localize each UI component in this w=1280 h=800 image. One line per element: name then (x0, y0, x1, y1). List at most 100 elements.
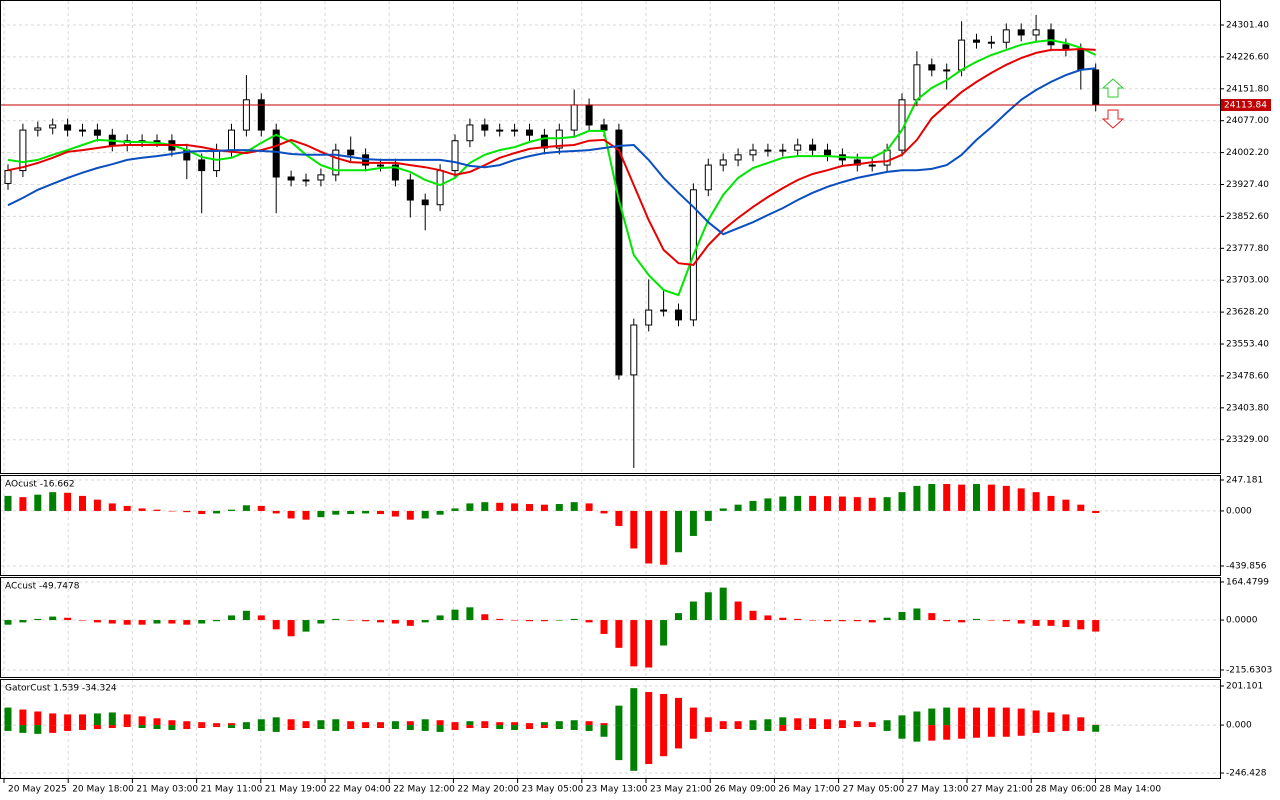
histogram-bar (779, 617, 787, 621)
histogram-bar (406, 725, 414, 730)
histogram-bar (198, 620, 206, 624)
histogram-bar (1047, 620, 1055, 626)
histogram-bar (630, 510, 638, 549)
histogram-bar (79, 725, 86, 730)
candle-body (272, 129, 280, 178)
histogram-bar (868, 497, 876, 511)
candle-body (496, 129, 504, 132)
histogram-bar (391, 620, 399, 624)
histogram-bar (883, 497, 891, 511)
histogram-bar (19, 709, 27, 726)
histogram-bar (704, 510, 712, 521)
histogram-bar (466, 725, 474, 729)
histogram-bar (987, 725, 995, 737)
histogram-bar (824, 725, 831, 729)
histogram-bar (496, 722, 504, 726)
histogram-bar (675, 697, 682, 726)
gator-panel-frame (0, 679, 1221, 779)
histogram-bar (332, 618, 340, 621)
histogram-bar (719, 725, 727, 729)
histogram-bar (511, 725, 519, 730)
y-tick-label: 201.101 (1226, 681, 1263, 691)
candle-body (1002, 29, 1010, 43)
histogram-bar (749, 720, 757, 726)
candle-body (466, 124, 474, 142)
histogram-bar (1077, 620, 1085, 630)
histogram-bar (838, 720, 846, 726)
time-label: 22 May 04:00 (329, 785, 391, 795)
histogram-bar (615, 510, 623, 526)
time-label: 21 May 03:00 (136, 785, 198, 795)
candle-body (79, 129, 86, 132)
histogram-bar (779, 725, 787, 731)
histogram-bar (377, 510, 384, 515)
histogram-bar (794, 725, 802, 730)
histogram-bar (302, 620, 310, 632)
histogram-bar (838, 620, 846, 622)
y-tick-label: 24002.20 (1226, 148, 1269, 158)
histogram-bar (928, 725, 936, 741)
histogram-bar (958, 484, 966, 511)
histogram-bar (168, 720, 176, 726)
histogram-bar (764, 725, 772, 731)
candle-body (332, 149, 340, 176)
histogram-bar (391, 510, 399, 517)
candle-body (436, 170, 444, 206)
histogram-bar (689, 725, 697, 739)
time-label: 26 May 09:00 (714, 785, 776, 795)
histogram-bar (272, 717, 280, 726)
histogram-bar (883, 725, 891, 731)
histogram-bar (734, 721, 742, 726)
histogram-bar (734, 725, 742, 729)
y-tick-label: 23777.80 (1226, 244, 1269, 254)
histogram-bar (511, 503, 519, 511)
histogram-bar (138, 620, 146, 625)
histogram-bar (630, 620, 638, 667)
histogram-bar (526, 725, 533, 729)
histogram-bar (585, 721, 593, 726)
histogram-bar (645, 725, 653, 764)
histogram-bar (794, 718, 802, 726)
candle-body (481, 124, 489, 131)
histogram-bar (183, 510, 191, 513)
y-tick-label: 0.0000 (1226, 616, 1258, 626)
histogram-bar (1062, 499, 1070, 511)
histogram-bar (809, 620, 817, 621)
histogram-bar (347, 725, 355, 729)
histogram-bar (555, 725, 563, 729)
histogram-bar (34, 618, 42, 621)
histogram-bar (526, 723, 533, 726)
histogram-bar (317, 725, 325, 729)
histogram-bar (64, 617, 72, 621)
histogram-bar (436, 510, 444, 515)
candle-body (4, 170, 12, 184)
time-label: 21 May 19:00 (265, 785, 327, 795)
histogram-bar (481, 725, 489, 729)
histogram-bar (406, 721, 414, 726)
histogram-bar (272, 620, 280, 630)
candle-body (153, 140, 161, 143)
candle-body (794, 144, 802, 151)
histogram-bar (749, 610, 757, 621)
histogram-bar (4, 495, 12, 511)
histogram-bar (1002, 725, 1010, 737)
time-label: 20 May 18:00 (72, 785, 134, 795)
histogram-bar (570, 618, 578, 621)
histogram-bar (615, 620, 623, 648)
histogram-bar (362, 725, 370, 729)
candle-body (93, 129, 101, 136)
histogram-bar (332, 510, 340, 515)
histogram-bar (183, 620, 191, 625)
histogram-bar (600, 723, 608, 726)
histogram-bar (64, 725, 72, 731)
histogram-bar (570, 502, 578, 511)
histogram-bar (585, 725, 593, 731)
candle-body (779, 149, 787, 152)
histogram-bar (645, 692, 653, 726)
histogram-bar (272, 510, 280, 514)
histogram-bar (540, 725, 548, 729)
histogram-bar (943, 620, 951, 622)
histogram-bar (764, 719, 772, 726)
histogram-bar (913, 711, 921, 726)
